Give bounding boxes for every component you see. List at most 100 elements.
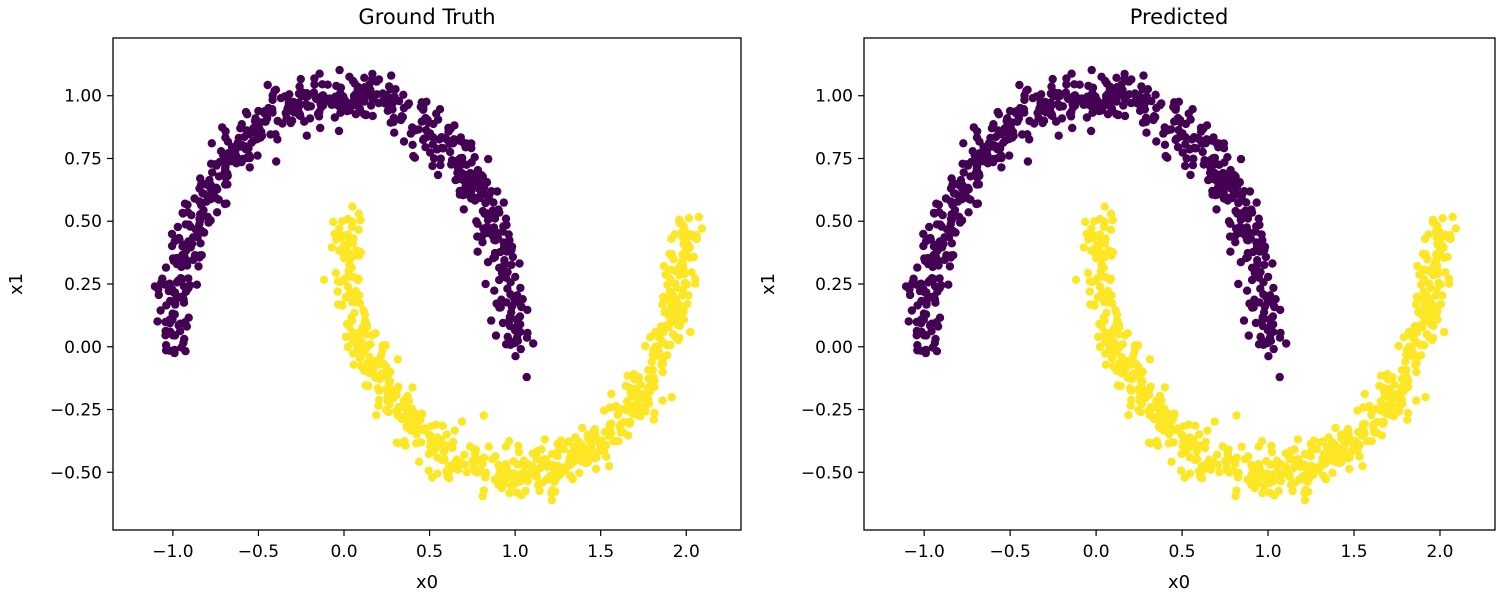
scatter-point-class-1 <box>1428 218 1438 227</box>
scatter-point-class-1 <box>1112 310 1122 319</box>
x-tick-label: −1.0 <box>152 542 193 562</box>
scatter-point-class-1 <box>361 330 371 339</box>
scatter-point-class-1 <box>686 327 695 337</box>
scatter-point-class-0 <box>263 80 272 90</box>
scatter-point-class-1 <box>328 217 338 227</box>
scatter-point-class-0 <box>163 317 173 326</box>
scatter-point-class-1 <box>1080 217 1090 227</box>
scatter-point-class-0 <box>499 198 508 207</box>
scatter-point-class-0 <box>935 274 944 283</box>
scatter-point-class-0 <box>1259 340 1268 349</box>
scatter-point-class-1 <box>691 279 700 288</box>
scatter-point-class-0 <box>1237 224 1247 233</box>
scatter-point-class-1 <box>1451 224 1461 233</box>
scatter-point-class-0 <box>1067 69 1076 78</box>
scatter-point-class-1 <box>625 402 634 411</box>
scatter-point-class-1 <box>684 214 694 223</box>
scatter-point-class-0 <box>978 157 987 166</box>
scatter-point-class-1 <box>1390 380 1399 389</box>
scatter-point-class-1 <box>1083 268 1093 278</box>
scatter-point-class-0 <box>1054 131 1063 140</box>
scatter-point-class-1 <box>1403 415 1412 424</box>
scatter-point-class-0 <box>1214 170 1223 180</box>
scatter-point-class-0 <box>1025 135 1034 144</box>
scatter-point-class-0 <box>1068 123 1077 133</box>
scatter-point-class-0 <box>1226 247 1235 256</box>
scatter-point-class-1 <box>341 246 350 255</box>
scatter-point-class-0 <box>989 120 998 129</box>
scatter-point-class-1 <box>1092 253 1101 263</box>
scatter-point-class-0 <box>227 157 236 166</box>
scatter-point-class-0 <box>206 180 216 190</box>
scatter-point-class-1 <box>478 459 487 468</box>
scatter-point-class-1 <box>658 338 668 347</box>
scatter-point-class-0 <box>186 222 195 231</box>
scatter-point-class-1 <box>468 456 477 465</box>
scatter-point-class-1 <box>1399 384 1408 394</box>
scatter-point-class-1 <box>354 274 363 283</box>
scatter-point-class-0 <box>945 262 955 271</box>
scatter-point-class-1 <box>1167 457 1176 466</box>
x-tick-label: 0.5 <box>1169 542 1196 562</box>
scatter-point-class-0 <box>168 309 177 318</box>
scatter-point-class-1 <box>1215 468 1224 477</box>
scatter-point-class-0 <box>988 155 997 164</box>
scatter-point-class-0 <box>212 208 222 217</box>
scatter-point-class-1 <box>355 354 365 363</box>
scatter-point-class-0 <box>161 263 171 272</box>
scatter-point-class-1 <box>1229 466 1238 476</box>
scatter-point-class-1 <box>1288 486 1297 496</box>
scatter-point-class-1 <box>462 468 471 477</box>
scatter-point-class-0 <box>508 252 518 262</box>
scatter-point-class-0 <box>947 239 957 248</box>
scatter-point-class-1 <box>470 449 480 459</box>
x-tick-label: 2.0 <box>673 542 700 562</box>
scatter-point-class-0 <box>1188 105 1197 114</box>
scatter-point-class-0 <box>479 178 488 187</box>
scatter-point-class-0 <box>426 148 435 157</box>
scatter-point-class-1 <box>671 333 681 342</box>
scatter-point-class-0 <box>972 180 981 189</box>
scatter-point-class-0 <box>922 331 931 340</box>
scatter-point-class-1 <box>1127 386 1136 395</box>
scatter-point-class-1 <box>625 383 634 392</box>
scatter-point-class-1 <box>541 455 551 464</box>
scatter-point-class-1 <box>319 275 329 284</box>
scatter-point-class-1 <box>614 437 623 446</box>
scatter-point-class-0 <box>507 260 516 270</box>
scatter-point-class-0 <box>1174 125 1183 135</box>
scatter-point-class-1 <box>678 285 687 294</box>
scatter-point-class-1 <box>1100 202 1109 211</box>
y-tick-label: 1.00 <box>815 87 853 107</box>
scatter-point-class-0 <box>386 84 395 94</box>
scatter-point-class-0 <box>196 239 205 248</box>
scatter-point-class-0 <box>1094 100 1103 109</box>
scatter-point-class-0 <box>1231 178 1241 187</box>
scatter-point-class-1 <box>343 214 353 224</box>
scatter-point-class-0 <box>257 127 266 137</box>
scatter-point-class-1 <box>348 202 357 211</box>
scatter-point-class-1 <box>636 380 645 389</box>
scatter-point-class-1 <box>349 360 358 369</box>
scatter-point-class-1 <box>1118 340 1128 349</box>
scatter-point-class-1 <box>1185 469 1195 478</box>
scatter-point-class-0 <box>1116 90 1125 100</box>
scatter-point-class-1 <box>1420 316 1429 325</box>
chart-title: Ground Truth <box>358 5 495 29</box>
scatter-point-class-1 <box>1116 381 1125 391</box>
scatter-point-class-0 <box>204 218 213 227</box>
scatter-point-class-0 <box>154 290 163 300</box>
scatter-point-class-1 <box>388 391 397 400</box>
scatter-point-class-0 <box>492 299 501 308</box>
scatter-point-class-0 <box>1181 119 1191 129</box>
scatter-point-class-0 <box>1062 80 1071 89</box>
scatter-point-class-0 <box>459 205 468 214</box>
scatter-point-class-1 <box>1434 248 1444 258</box>
scatter-point-class-1 <box>1383 370 1392 379</box>
scatter-point-class-0 <box>1234 279 1243 289</box>
scatter-point-class-1 <box>350 308 359 318</box>
scatter-point-class-0 <box>996 144 1005 153</box>
scatter-point-class-1 <box>494 471 503 481</box>
scatter-point-class-0 <box>1275 372 1284 382</box>
scatter-point-class-0 <box>1116 83 1126 93</box>
